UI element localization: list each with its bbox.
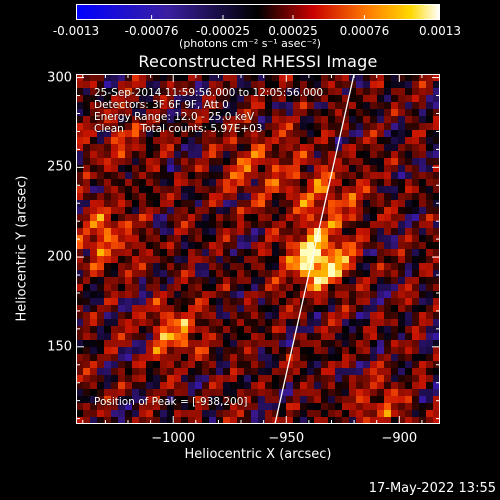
chart-title: Reconstructed RHESSI Image xyxy=(138,52,378,71)
colorbar-tick-label: -0.0013 xyxy=(52,24,100,38)
solar-limb-line xyxy=(274,74,355,424)
x-tick-label: −1000 xyxy=(151,431,196,446)
y-tick-label: 200 xyxy=(47,249,72,265)
x-axis-label: Heliocentric X (arcsec) xyxy=(184,447,332,462)
rhessi-image xyxy=(76,74,440,424)
peak-position-text: Position of Peak = [-938,200] xyxy=(94,396,248,408)
colorbar-units: (photons cm⁻² s⁻¹ asec⁻²) xyxy=(179,37,321,50)
y-tick-label: 300 xyxy=(47,70,72,86)
timestamp: 17-May-2022 13:55 xyxy=(368,481,496,496)
time-range-text: 25-Sep-2014 11:59:56.000 to 12:05:56.000 xyxy=(94,87,324,99)
colorbar-tick-label: 0.00076 xyxy=(339,24,390,38)
y-tick-label: 150 xyxy=(47,339,72,355)
colorbar-tick-label: 0.00025 xyxy=(268,24,318,38)
y-tick-label: 250 xyxy=(47,159,72,175)
detectors-text: Detectors: 3F 6F 9F, Att 0 xyxy=(94,99,229,111)
colorbar-tick-label: -0.00076 xyxy=(124,24,179,38)
x-tick-label: −950 xyxy=(268,431,305,446)
colorbar xyxy=(76,4,440,20)
energy-range-text: Energy Range: 12.0 - 25.0 keV xyxy=(94,111,255,123)
x-tick-label: −900 xyxy=(381,431,418,446)
axis-ticks xyxy=(76,74,440,424)
colorbar-tick-label: -0.00025 xyxy=(196,24,250,38)
y-axis-label: Heliocentric Y (arcsec) xyxy=(14,175,30,322)
colorbar-tick-label: 0.0013 xyxy=(419,24,461,38)
heatmap-cells xyxy=(76,74,440,424)
clean-counts-text: Clean Total counts: 5.97E+03 xyxy=(94,123,263,135)
colorbar-ticks xyxy=(76,15,440,20)
